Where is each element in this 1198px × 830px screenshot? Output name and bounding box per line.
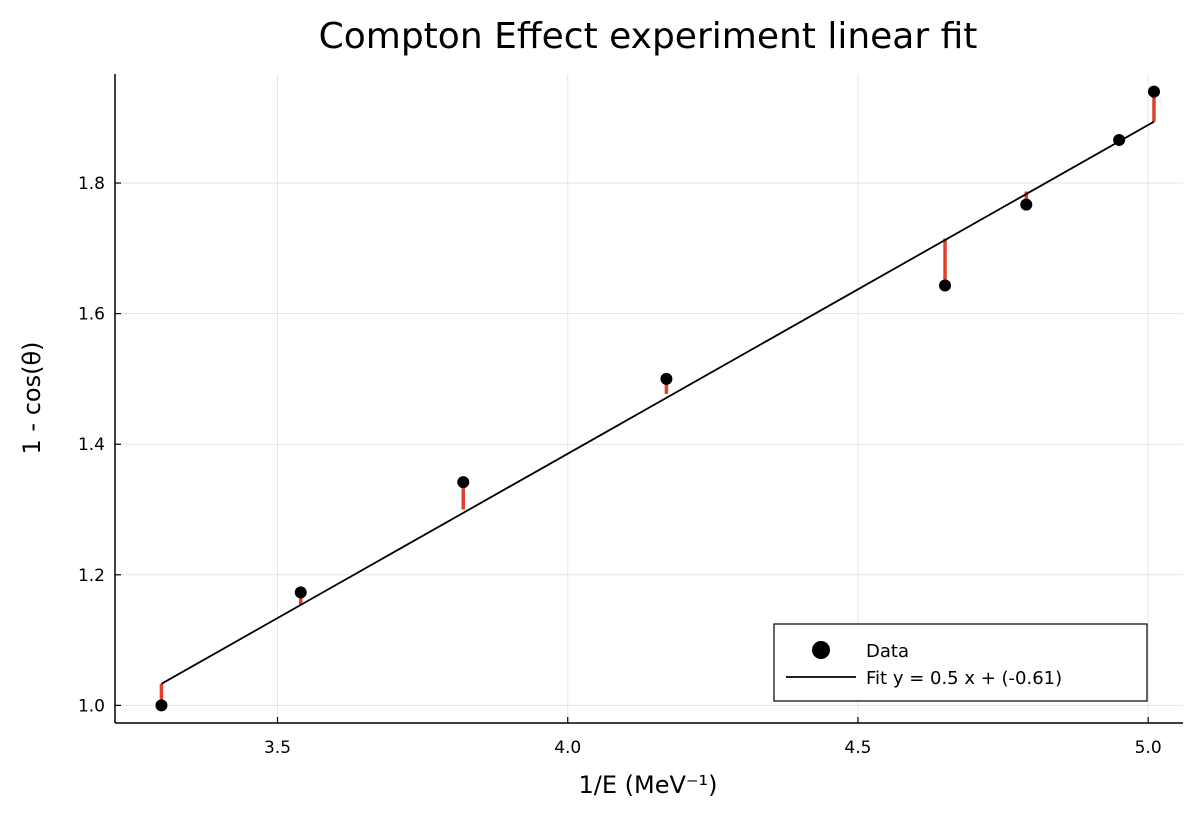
- y-ticks: 1.0 1.2 1.4 1.6 1.8: [78, 174, 121, 716]
- y-axis-label: 1 - cos(θ): [18, 342, 46, 455]
- y-tick-label: 1.6: [78, 305, 105, 325]
- legend-label-data: Data: [866, 641, 909, 662]
- fit-line: [160, 120, 1155, 685]
- axes: [114, 74, 1183, 724]
- data-point: [939, 279, 952, 292]
- data-point: [1147, 85, 1160, 98]
- y-tick-label: 1.2: [78, 566, 105, 586]
- x-tick-label: 4.0: [554, 738, 581, 758]
- y-tick-label: 1.0: [78, 696, 105, 716]
- x-tick-label: 5.0: [1135, 738, 1162, 758]
- y-tick-label: 1.4: [78, 435, 105, 455]
- chart-title: Compton Effect experiment linear fit: [319, 16, 978, 57]
- legend-box: [773, 623, 1148, 702]
- fit-line-group: [160, 120, 1155, 685]
- data-point: [155, 699, 168, 712]
- legend-marker-data: [812, 641, 830, 659]
- grid-lines: [115, 74, 1183, 723]
- x-tick-label: 4.5: [844, 738, 871, 758]
- data-point: [1020, 198, 1033, 211]
- data-point: [660, 372, 673, 385]
- y-tick-label: 1.8: [78, 174, 105, 194]
- legend: Data Fit y = 0.5 x + (-0.61): [773, 623, 1148, 702]
- residual-lines: [159, 91, 1156, 706]
- x-ticks: 3.5 4.0 4.5 5.0: [264, 717, 1162, 758]
- legend-label-fit: Fit y = 0.5 x + (-0.61): [866, 668, 1062, 689]
- data-point: [1113, 133, 1126, 146]
- data-point: [457, 476, 470, 489]
- data-point: [294, 586, 307, 599]
- x-tick-label: 3.5: [264, 738, 291, 758]
- x-axis-label: 1/E (MeV⁻¹): [578, 771, 717, 799]
- data-points: [155, 85, 1160, 712]
